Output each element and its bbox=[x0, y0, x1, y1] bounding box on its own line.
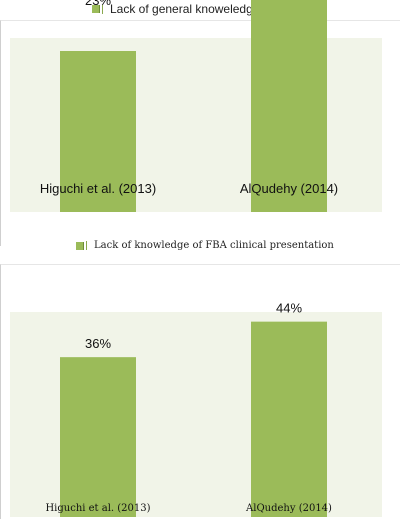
chart-2-legend-swatch bbox=[76, 241, 84, 250]
chart-2-legend-label: Lack of knowledge of FBA clinical presen… bbox=[94, 240, 334, 251]
chart-1-legend-divider bbox=[102, 4, 105, 14]
category-label-2: AlQudehy (2014) bbox=[240, 181, 338, 196]
chart-2-svg: 36% Higuchi et al. (2013) 44% AlQudehy (201… bbox=[10, 301, 382, 517]
category-label-1: Higuchi et al. (2013) bbox=[40, 181, 156, 196]
bar-2 bbox=[251, 321, 327, 517]
bar-2 bbox=[251, 0, 327, 212]
data-label-2: 44% bbox=[276, 301, 302, 316]
bar-1 bbox=[60, 51, 136, 212]
chart-2-frame bbox=[0, 264, 400, 519]
chart-2-legend: Lack of knowledge of FBA clinical presen… bbox=[76, 240, 334, 251]
chart-1-legend-swatch bbox=[92, 5, 100, 13]
data-label-1: 36% bbox=[85, 336, 111, 351]
chart-2: Lack of knowledge of FBA clinical presen… bbox=[0, 236, 400, 519]
data-label-1: 23% bbox=[85, 0, 111, 8]
category-label-2: AlQudehy (2014) bbox=[245, 503, 332, 514]
bar-1 bbox=[60, 357, 136, 517]
category-label-1: Higuchi et al. (2013) bbox=[45, 503, 150, 514]
chart-2-legend-divider bbox=[86, 241, 89, 250]
chart-1-svg: 23% Higuchi et al. (2013) AlQudehy (2014) bbox=[10, 0, 382, 212]
chart-1-frame bbox=[0, 20, 400, 246]
chart-1: Lack of general knoweledge of FBA 35% 23… bbox=[0, 0, 400, 246]
